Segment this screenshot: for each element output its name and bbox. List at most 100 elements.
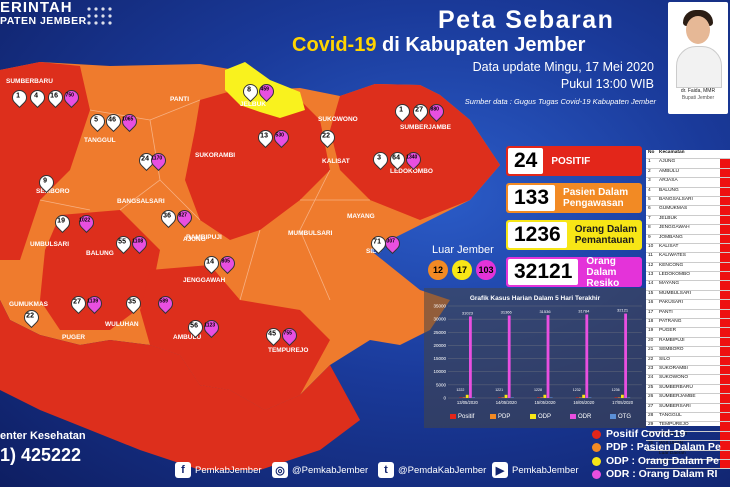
table-row-no: 13	[648, 272, 654, 278]
chart-ytick-label: 25000	[433, 330, 446, 335]
table-row-indicator	[720, 309, 730, 318]
table-row-no: 26	[648, 394, 654, 400]
chart-xtick-label: 17/05/2020	[612, 400, 634, 405]
contact-line1: enter Kesehatan	[0, 430, 86, 442]
summary-odr-value: 32121	[508, 259, 579, 285]
chart-data-label: 1222	[456, 388, 464, 392]
table-row-no: 25	[648, 384, 654, 390]
table-row-indicator	[720, 206, 730, 215]
data-source: Sumber data : Gugus Tugas Covid-19 Kabup…	[464, 97, 656, 106]
table-row-name: MAYANG	[659, 281, 680, 287]
chart-data-label: 1221	[495, 388, 503, 392]
table-row: Luar Daerah	[646, 450, 730, 460]
table-row-name: RAMBIPUJI	[659, 337, 685, 343]
summary-pdp-value: 133	[508, 185, 556, 211]
map-pin-value: 1170	[151, 155, 163, 162]
table-row-no: 18	[648, 319, 654, 325]
region-label-sumberbaru: SUMBERBARU	[6, 78, 53, 85]
official-role: Bupati Jember	[681, 95, 715, 101]
map-pin-value: 589	[159, 298, 168, 305]
table-row-indicator	[720, 243, 730, 253]
region-label-ambulu: AMBULU	[173, 334, 202, 341]
region-label-umbulsari: UMBULSARI	[30, 241, 69, 248]
table-row-indicator	[720, 187, 730, 196]
chart-bar-odp	[621, 394, 624, 398]
chart-xtick-label: 14/05/2020	[496, 400, 518, 405]
table-row: 18 PATRANG	[646, 319, 730, 329]
region-label-sumberjambe: SUMBERJAMBE	[400, 124, 451, 131]
table-header: No Kecamatan	[646, 150, 730, 160]
kecamatan-table: No Kecamatan 1 AJUNG 2 AMBULU 3 ARJASA 4 BALUNG…	[646, 150, 730, 470]
table-row-indicator	[720, 422, 730, 431]
region-label-mumbulsari: MUMBULSARI	[288, 230, 333, 237]
page-subtitle: Covid-19 di Kabupaten Jember	[292, 34, 585, 57]
chart-bar-positif	[575, 397, 579, 398]
table-row: 15 MUMBULSARI	[646, 290, 730, 301]
table-row-indicator	[720, 262, 730, 272]
table-row-no: 6	[648, 206, 651, 212]
summary-positif-value: 24	[508, 148, 544, 174]
summary-odp-label: Orang Dalam Pemantauan	[574, 224, 637, 246]
social-twitter[interactable]: t @PemdaKabJember	[378, 462, 486, 478]
chart-bar-otg	[472, 397, 475, 398]
table-row: 2 AMBULU	[646, 168, 730, 179]
map-pin-value: 880	[430, 106, 439, 113]
table-row-indicator	[720, 347, 730, 356]
table-row-name: PAKUSARI	[659, 300, 683, 306]
summary-pdp: 133 Pasien Dalam Pengawasan	[506, 183, 642, 213]
table-row: 31 WULUHAN	[646, 441, 730, 451]
contact-phone: 1) 425222	[0, 445, 82, 465]
chart-bar-pdp	[617, 397, 621, 398]
social-instagram-text: @PemkabJember	[292, 464, 369, 476]
table-row-no: 24	[648, 375, 654, 381]
region-label-wuluhan: WULUHAN	[105, 321, 139, 328]
chart-bar-otg	[549, 397, 553, 398]
official-name: dr. Faida, MMR	[680, 88, 716, 94]
map-red-south	[140, 265, 330, 410]
chart-bar-odr	[546, 315, 550, 398]
table-row-no: 8	[648, 225, 651, 231]
table-row-indicator	[720, 375, 730, 384]
table-row: 7 JELBUK	[646, 215, 730, 226]
org-header: ERINTAH PATEN JEMBER	[0, 0, 87, 27]
map-pin-value: 1108	[132, 238, 144, 245]
luar-jember-pdp: 12	[428, 260, 448, 280]
table-row-indicator	[720, 394, 730, 403]
table-row-no: 27	[648, 403, 654, 409]
table-row-name: PUGER	[659, 328, 677, 334]
chart-bar-odr	[507, 315, 511, 398]
map-pin-value: 1139	[87, 298, 99, 305]
map-pin-value: 1065	[122, 116, 134, 123]
map-pin-value: 750	[65, 92, 74, 99]
chart-bar-otg	[588, 397, 592, 398]
summary-odp-value: 1236	[508, 222, 567, 248]
table-row: Total	[646, 459, 730, 470]
social-facebook[interactable]: f PemkabJember	[175, 462, 262, 478]
chart-xtick-label: 13/05/2020	[457, 400, 479, 405]
legend-dot	[592, 443, 601, 453]
table-row-no: 4	[648, 187, 651, 193]
chart-legend-label: ODP	[538, 414, 551, 420]
social-youtube[interactable]: ▶ PemkabJember	[492, 462, 579, 478]
table-row-indicator	[720, 215, 730, 225]
table-row-name: Luar Daerah	[659, 450, 686, 456]
chart-bar-pdp	[462, 397, 466, 398]
chart-legend-swatch	[450, 414, 456, 419]
table-row: 13 LEDOKOMBO	[646, 272, 730, 282]
table-row-no: 10	[648, 243, 654, 249]
table-row: 6 GUMUKMAS	[646, 206, 730, 216]
table-row-indicator	[720, 403, 730, 412]
table-row-name: SUMBERJAMBE	[659, 394, 696, 400]
dots-decoration-icon	[86, 6, 112, 32]
table-row-name: AMBULU	[659, 168, 679, 174]
region-label-sukorambi: SUKORAMBI	[195, 152, 236, 159]
table-row-no: 29	[648, 422, 654, 428]
table-row-no: 7	[648, 215, 651, 221]
chart-data-label: 32121	[617, 308, 629, 313]
legend-dot	[592, 456, 601, 466]
map-pin-value: 827	[178, 212, 187, 219]
table-row-name: TANGGUL	[659, 412, 682, 418]
social-instagram[interactable]: ◎ @PemkabJember	[272, 462, 368, 478]
legend-positif-text: Positif Covid-19	[606, 428, 686, 440]
table-row-indicator	[720, 290, 730, 300]
